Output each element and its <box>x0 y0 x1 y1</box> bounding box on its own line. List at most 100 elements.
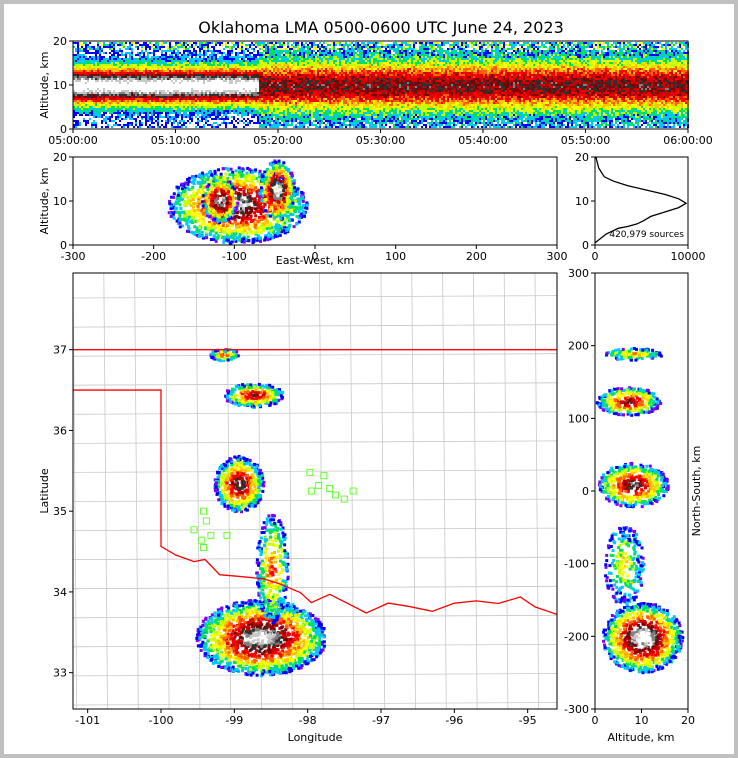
density-cell <box>245 110 247 112</box>
density-cell <box>303 72 305 74</box>
density-cell <box>321 52 323 54</box>
density-cell <box>259 86 261 88</box>
density-cell <box>149 58 151 60</box>
density-cell <box>201 68 203 70</box>
density-cell <box>195 92 197 94</box>
density-cell <box>153 74 155 76</box>
density-cell <box>103 60 105 62</box>
density-cell <box>239 86 241 88</box>
density-cell <box>113 78 115 80</box>
density-cell <box>77 64 79 66</box>
density-cell <box>147 126 149 128</box>
density-cell <box>145 72 147 74</box>
density-cell <box>133 74 135 76</box>
density-cell <box>165 56 167 58</box>
density-cell <box>239 76 241 78</box>
density-cell <box>89 112 91 114</box>
density-cell <box>323 112 325 114</box>
density-cell <box>285 56 287 58</box>
density-cell <box>219 82 221 84</box>
density-cell <box>269 52 271 54</box>
density-cell <box>97 88 99 90</box>
density-cell <box>173 58 175 60</box>
density-cell <box>171 58 173 60</box>
density-cell <box>325 62 327 64</box>
density-cell <box>111 70 113 72</box>
density-cell <box>145 96 147 98</box>
density-cell <box>245 86 247 88</box>
density-cell <box>291 44 293 46</box>
density-cell <box>267 102 269 104</box>
density-cell <box>197 114 199 116</box>
density-cell <box>87 72 89 74</box>
density-cell <box>123 98 125 100</box>
density-cell <box>125 42 127 44</box>
density-cell <box>253 64 255 66</box>
density-cell <box>271 44 273 46</box>
density-cell <box>329 44 331 46</box>
density-cell <box>101 104 103 106</box>
density-cell <box>329 62 331 64</box>
density-cell <box>191 100 193 102</box>
density-cell <box>135 120 137 122</box>
density-cell <box>121 52 123 54</box>
density-cell <box>139 80 141 82</box>
density-cell <box>143 84 145 86</box>
density-cell <box>123 92 125 94</box>
density-cell <box>79 92 81 94</box>
density-cell <box>173 62 175 64</box>
density-cell <box>155 88 157 90</box>
density-cell <box>209 42 211 44</box>
density-cell <box>247 104 249 106</box>
density-cell <box>245 54 247 56</box>
density-cell <box>207 116 209 118</box>
density-cell <box>85 114 87 116</box>
density-cell <box>303 86 305 88</box>
density-cell <box>253 76 255 78</box>
density-cell <box>235 98 237 100</box>
density-cell <box>123 126 125 128</box>
density-cell <box>261 106 263 108</box>
density-cell <box>307 64 309 66</box>
density-cell <box>105 68 107 70</box>
density-cell <box>251 42 253 44</box>
density-cell <box>251 64 253 66</box>
density-cell <box>139 106 141 108</box>
density-cell <box>249 86 251 88</box>
density-cell <box>139 114 141 116</box>
density-cell <box>149 106 151 108</box>
density-cell <box>321 58 323 60</box>
density-cell <box>201 94 203 96</box>
density-cell <box>277 52 279 54</box>
density-cell <box>87 80 89 82</box>
density-cell <box>225 118 227 120</box>
density-cell <box>287 72 289 74</box>
density-cell <box>121 44 123 46</box>
density-cell <box>157 72 159 74</box>
density-cell <box>143 64 145 66</box>
density-cell <box>151 104 153 106</box>
density-cell <box>289 118 291 120</box>
density-cell <box>241 46 243 48</box>
density-cell <box>163 98 165 100</box>
density-cell <box>177 126 179 128</box>
density-cell <box>223 118 225 120</box>
density-cell <box>221 44 223 46</box>
density-cell <box>313 68 315 70</box>
density-cell <box>241 98 243 100</box>
density-cell <box>143 100 145 102</box>
density-cell <box>99 84 101 86</box>
density-cell <box>333 116 335 118</box>
density-cell <box>157 114 159 116</box>
density-cell <box>75 64 77 66</box>
density-cell <box>325 96 327 98</box>
density-cell <box>305 116 307 118</box>
density-cell <box>333 124 335 126</box>
density-cell <box>277 66 279 68</box>
density-cell <box>329 88 331 90</box>
density-cell <box>109 98 111 100</box>
density-cell <box>113 94 115 96</box>
density-cell <box>145 116 147 118</box>
density-cell <box>217 64 219 66</box>
density-cell <box>277 98 279 100</box>
